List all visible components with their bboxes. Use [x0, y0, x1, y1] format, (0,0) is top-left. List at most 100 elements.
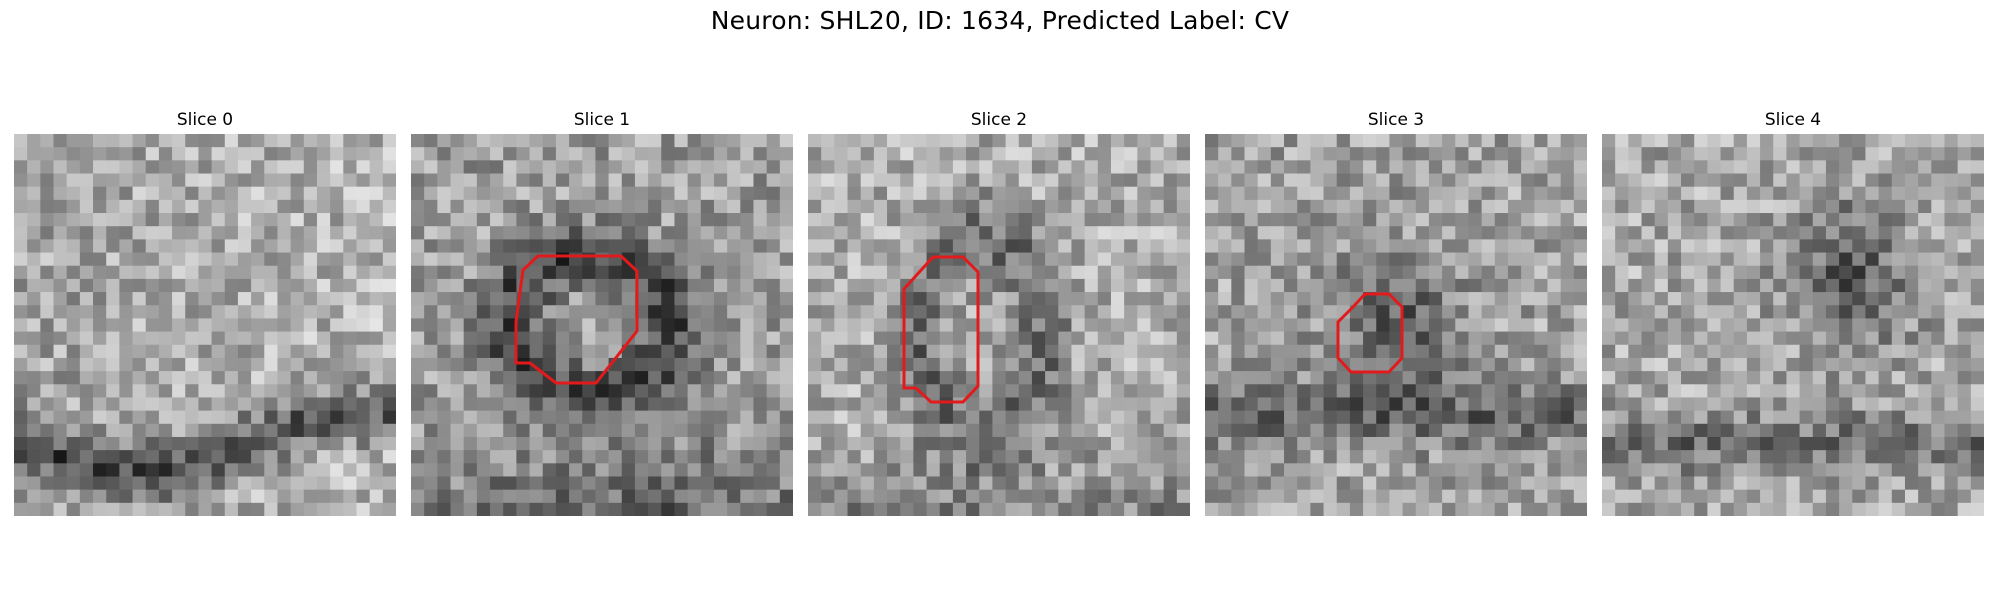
pixel [1218, 278, 1232, 293]
pixel [1970, 371, 1984, 385]
pixel [939, 147, 954, 161]
pixel [356, 357, 371, 372]
pixel [356, 476, 371, 491]
pixel [1628, 252, 1643, 267]
pixel [821, 226, 835, 240]
pixel [476, 147, 491, 161]
pixel [648, 357, 662, 372]
pixel [913, 476, 928, 491]
pixel [1349, 463, 1364, 478]
pixel [939, 173, 954, 188]
pixel [119, 239, 134, 254]
pixel [1310, 397, 1325, 412]
pixel [661, 384, 676, 399]
pixel [1957, 265, 1972, 280]
pixel [1310, 226, 1325, 240]
pixel [1615, 331, 1629, 346]
pixel [1018, 226, 1033, 240]
pixel [1137, 226, 1152, 240]
pixel [569, 239, 583, 254]
pixel [1507, 213, 1522, 227]
pixel [753, 226, 768, 240]
pixel [1297, 173, 1311, 188]
pixel [145, 292, 160, 306]
pixel [369, 463, 384, 478]
pixel [450, 476, 465, 491]
pixel [648, 397, 662, 412]
pixel [1005, 226, 1020, 240]
pixel [14, 252, 28, 267]
pixel [1825, 213, 1840, 227]
pixel [106, 265, 120, 280]
pixel [1442, 489, 1456, 504]
pixel [1507, 199, 1522, 214]
pixel [1746, 450, 1761, 464]
pixel [1455, 134, 1470, 148]
pixel [766, 292, 781, 306]
pixel [1137, 265, 1152, 280]
pixel [821, 278, 835, 293]
pixel [661, 344, 676, 359]
pixel [952, 265, 967, 280]
pixel [1733, 134, 1748, 148]
pixel [1760, 357, 1774, 372]
pixel [66, 252, 81, 267]
pixel [913, 344, 928, 359]
pixel [1773, 160, 1788, 175]
pixel [1746, 239, 1761, 254]
pixel [1534, 476, 1549, 491]
pixel [555, 305, 570, 320]
pixel [424, 213, 438, 227]
pixel [303, 147, 318, 161]
pixel [1746, 305, 1761, 320]
pixel [1363, 265, 1377, 280]
pixel [900, 489, 914, 504]
pixel [1957, 173, 1972, 188]
pixel [1257, 226, 1272, 240]
pixel [1231, 134, 1246, 148]
pixel [766, 436, 781, 451]
pixel [290, 384, 305, 399]
pixel [490, 226, 504, 240]
pixel [251, 423, 265, 438]
pixel [766, 278, 781, 293]
pixel [330, 344, 344, 359]
pixel [1641, 305, 1656, 320]
pixel [1231, 397, 1246, 412]
pixel [316, 199, 331, 214]
pixel [1628, 147, 1643, 161]
pixel [1071, 436, 1086, 451]
pixel [1957, 292, 1972, 306]
pixel [1150, 292, 1165, 306]
pixel [1297, 423, 1311, 438]
pixel [14, 476, 28, 491]
pixel [779, 160, 793, 175]
pixel [463, 318, 478, 333]
pixel [27, 226, 41, 240]
pixel [132, 173, 147, 188]
pixel [1110, 226, 1125, 240]
pixel [1615, 147, 1629, 161]
pixel [687, 252, 702, 267]
pixel [356, 463, 371, 478]
pixel [1137, 410, 1152, 425]
pixel [1904, 489, 1919, 504]
pixel [740, 186, 755, 201]
pixel [952, 384, 967, 399]
pixel [1084, 489, 1099, 504]
pixel [1547, 278, 1562, 293]
pixel [411, 463, 425, 478]
pixel [119, 186, 134, 201]
pixel [316, 397, 331, 412]
pixel [1284, 160, 1298, 175]
pixel [1455, 397, 1470, 412]
pixel [40, 318, 55, 333]
pixel [330, 239, 344, 254]
pixel [1852, 318, 1867, 333]
grayscale-pixel-grid [14, 134, 396, 516]
pixel [237, 502, 252, 516]
pixel [1918, 502, 1932, 516]
pixel [1799, 213, 1814, 227]
pixel [727, 186, 741, 201]
pixel [847, 239, 862, 254]
